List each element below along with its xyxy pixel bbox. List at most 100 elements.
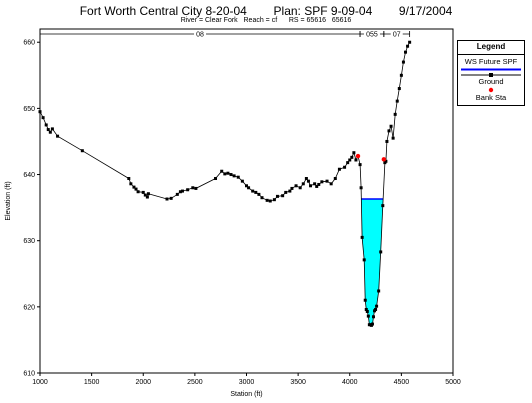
ground-point: [240, 179, 244, 183]
ground-point: [387, 129, 391, 133]
ground-point: [306, 179, 310, 183]
ground-point: [129, 182, 133, 186]
ground-point: [317, 182, 321, 186]
plot-frame: [39, 28, 454, 374]
ground-point: [136, 190, 140, 194]
ground-point: [127, 177, 131, 181]
legend-item-ws: WS Future SPF: [464, 57, 518, 66]
ground-point: [247, 186, 251, 190]
legend-box: Legend WS Future SPF Ground Bank Sta: [457, 40, 525, 106]
ground-point: [329, 182, 333, 186]
manning-region-label-bg: [194, 30, 207, 38]
legend-item-ground: Ground: [478, 77, 504, 86]
ground-point: [346, 161, 350, 165]
ground-point: [260, 196, 264, 200]
ground-point: [320, 180, 324, 184]
ground-point: [257, 192, 261, 196]
ground-point: [146, 192, 150, 196]
water-surface-fill: [361, 199, 384, 326]
legend-swatch-ground: [461, 73, 521, 77]
ground-point: [265, 198, 269, 202]
ground-point: [169, 196, 173, 200]
ground-point: [366, 314, 370, 318]
ground-point: [145, 195, 149, 199]
ground-point: [363, 298, 367, 302]
manning-region-label-bg: [363, 30, 380, 38]
ground-point: [275, 194, 279, 198]
ground-point: [371, 315, 375, 319]
ground-point: [389, 124, 393, 128]
ground-point: [384, 159, 388, 163]
x-tick-label: 2000: [135, 379, 151, 386]
ground-point: [359, 186, 363, 190]
ground-point: [236, 175, 240, 179]
ground-point: [194, 186, 198, 190]
ground-point: [220, 169, 224, 173]
ground-point: [186, 188, 190, 192]
x-tick-label: 1500: [84, 379, 100, 386]
ground-point: [377, 289, 381, 293]
ground-point: [375, 304, 379, 308]
ground-point: [360, 235, 364, 239]
chart-subtitle: River = Clear Fork Reach = cf RS = 65616…: [180, 17, 352, 24]
ground-point: [399, 73, 403, 77]
ground-point: [301, 182, 305, 186]
y-axis-label: Elevation (ft): [5, 181, 12, 220]
y-tick-label: 640: [23, 172, 35, 179]
ground-point: [165, 197, 169, 201]
manning-region-label: 07: [393, 32, 401, 39]
ground-point: [313, 182, 317, 186]
ground-point: [406, 44, 410, 48]
x-tick-label: 3500: [290, 379, 306, 386]
ground-point: [401, 60, 405, 64]
ground-point: [175, 192, 179, 196]
ground-point: [56, 134, 60, 138]
ground-point: [343, 165, 347, 169]
ground-point: [364, 307, 368, 311]
x-tick-label: 5000: [445, 379, 461, 386]
ground-point: [226, 171, 230, 175]
chart-title: Fort Worth Central City 8-20-04 Plan: SP…: [79, 4, 453, 18]
ground-point: [379, 250, 383, 254]
x-tick-label: 4000: [342, 379, 358, 386]
ground-point: [134, 187, 138, 191]
legend-swatch-ws: [461, 68, 521, 71]
ground-point: [41, 116, 45, 120]
ground-point: [80, 149, 84, 153]
ground-point: [374, 307, 378, 311]
x-tick-label: 2500: [187, 379, 203, 386]
ground-point: [362, 258, 366, 262]
ground-point: [191, 186, 195, 190]
ground-point: [325, 179, 329, 183]
y-tick-label: 650: [23, 106, 35, 113]
ground-point: [44, 123, 48, 127]
x-axis-label: Station (ft): [230, 391, 262, 398]
y-tick-label: 660: [23, 40, 35, 47]
y-tick-label: 630: [23, 238, 35, 245]
ground-point: [232, 174, 236, 178]
ground-point: [333, 177, 337, 181]
ground-point: [223, 172, 227, 176]
ground-point: [50, 127, 54, 131]
ground-point: [284, 190, 288, 194]
ground-point: [48, 130, 52, 134]
ground-point: [365, 309, 369, 313]
x-tick-label: 3000: [239, 379, 255, 386]
ground-point: [381, 204, 385, 208]
ground-point: [348, 158, 352, 162]
ground-point: [350, 155, 354, 159]
ground-point: [272, 198, 276, 202]
y-tick-label: 620: [23, 304, 35, 311]
bank-station-point: [381, 157, 387, 162]
manning-region-label-bg: [390, 30, 403, 38]
ground-point: [370, 322, 374, 326]
ground-point: [180, 189, 184, 193]
ground-point: [337, 167, 341, 171]
ground-point: [304, 177, 308, 181]
ground-point: [397, 87, 401, 91]
ground-point: [290, 186, 294, 190]
ground-point: [358, 163, 362, 167]
ground-point: [309, 184, 313, 188]
ground-point: [143, 193, 147, 197]
manning-region-label: 055: [366, 32, 378, 39]
